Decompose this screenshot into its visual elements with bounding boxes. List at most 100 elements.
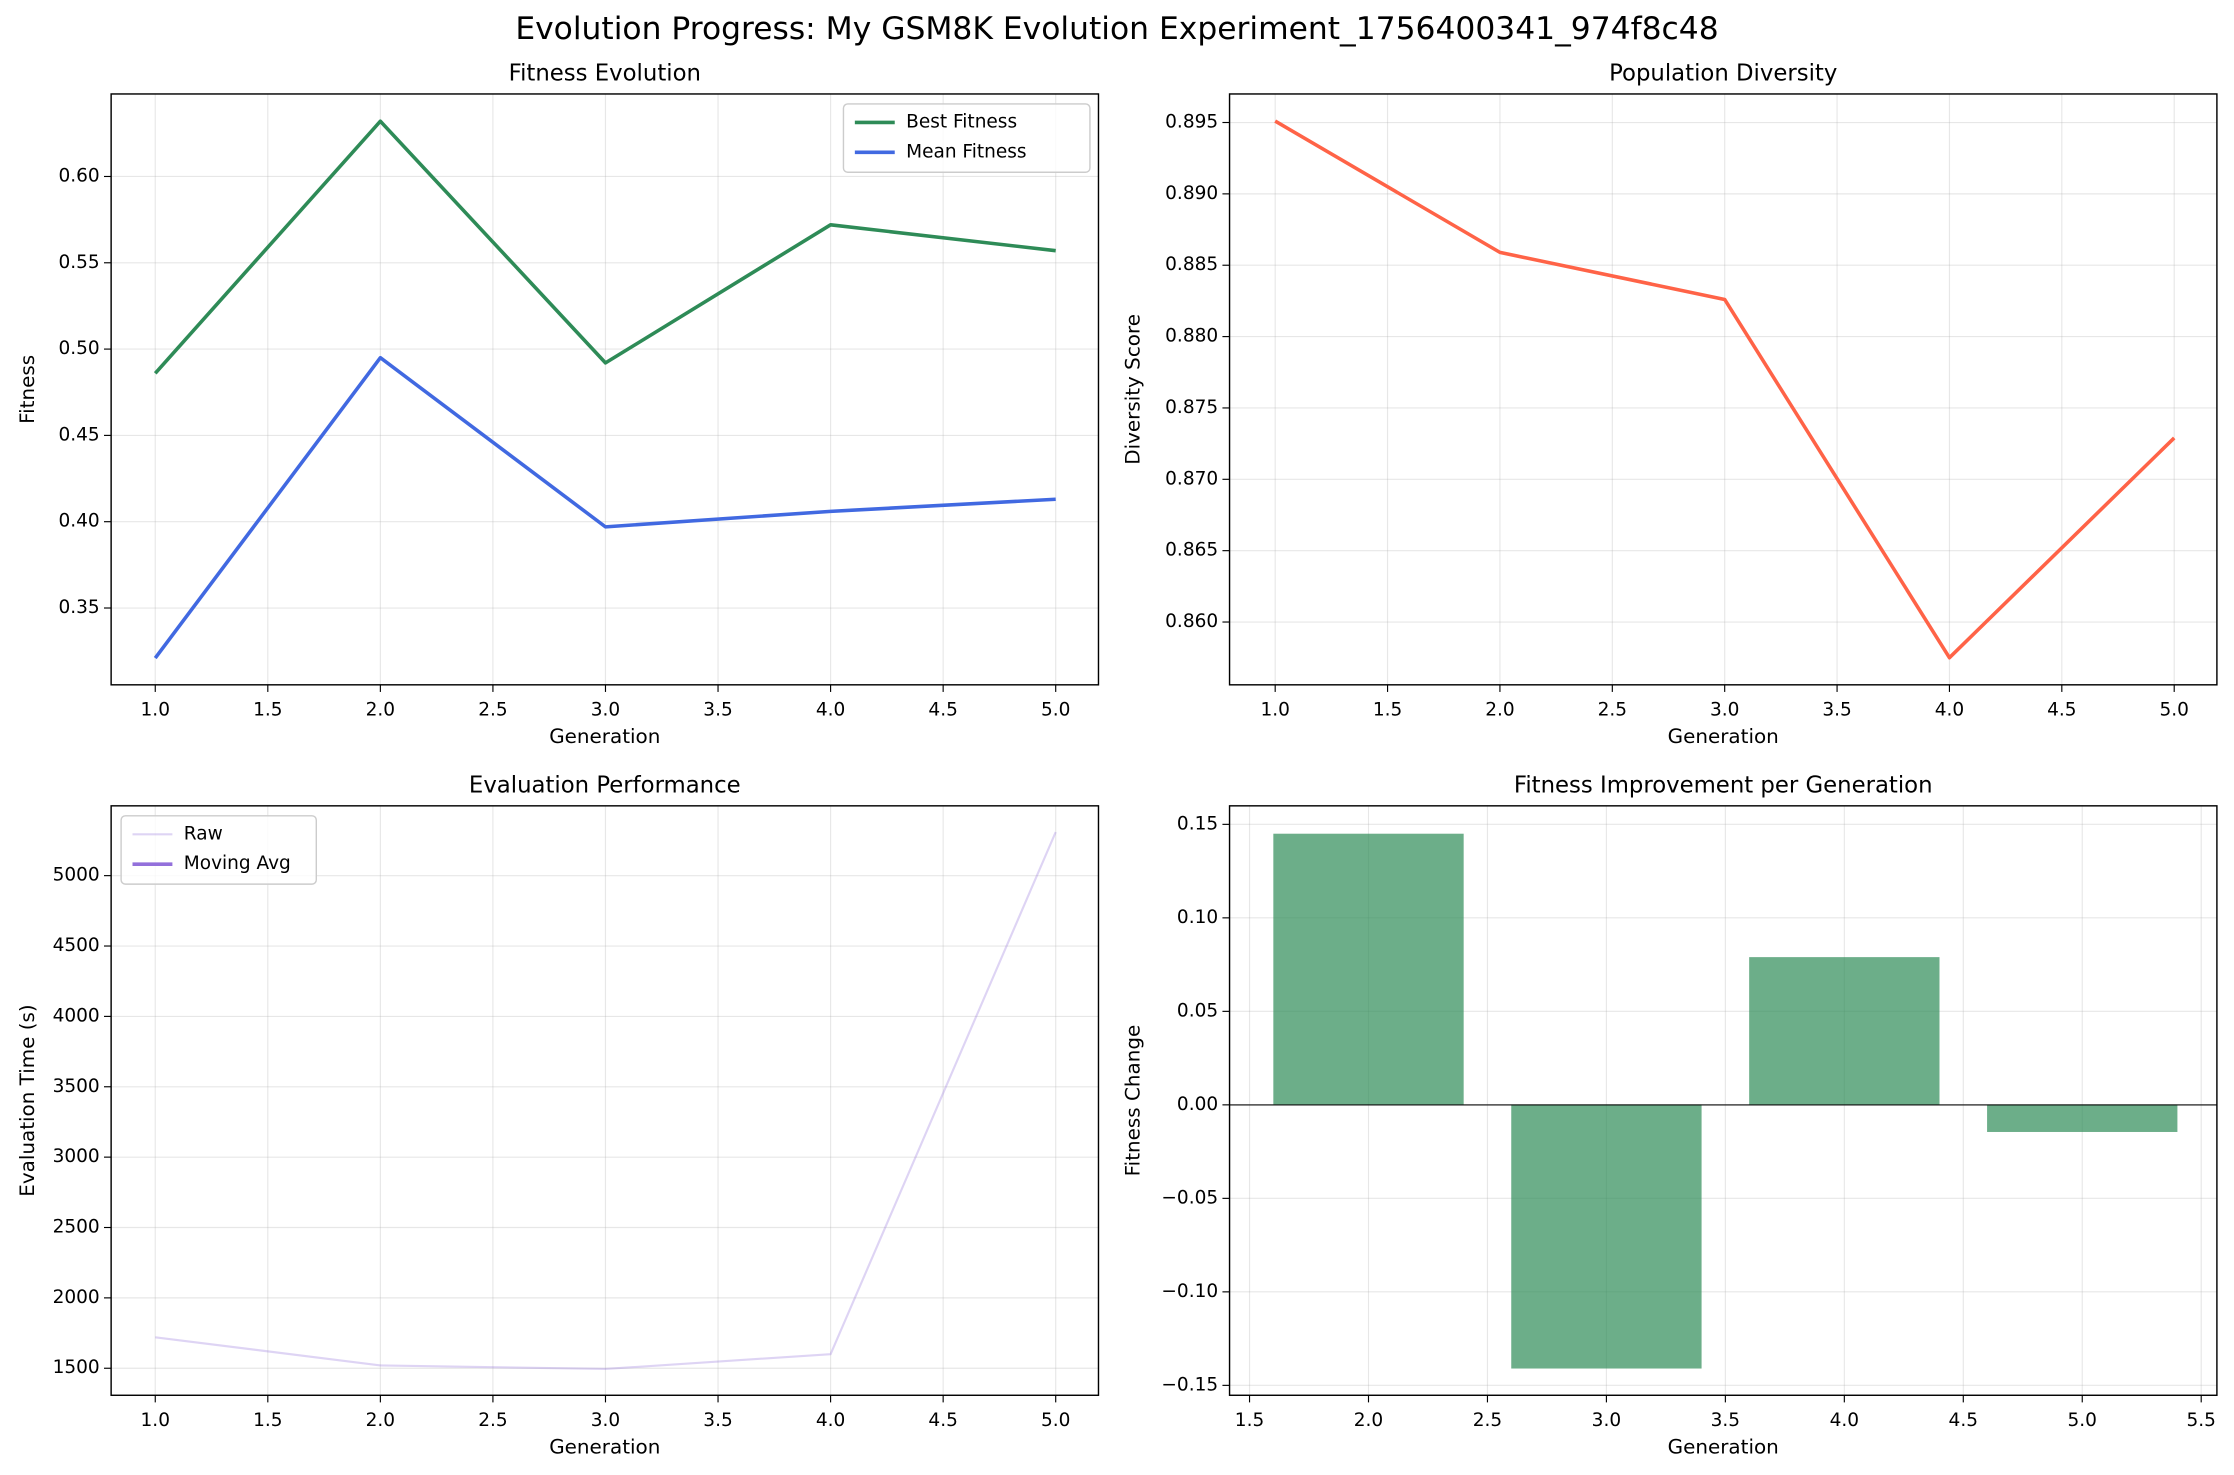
y-tick-label: 0.00 <box>1177 1094 1218 1115</box>
axes-frame <box>110 93 1100 686</box>
x-tick-label: 4.5 <box>2047 699 2076 720</box>
x-tick-label: 1.5 <box>253 699 282 720</box>
x-axis-label: Generation <box>549 1435 660 1458</box>
subplot: 1.5 2.0 2.5 3.0 3.5 4.0 4.5 5.0 5.5 −0.15 −0.10 −0.… <box>1122 772 2218 1458</box>
y-tick-label: 0.890 <box>1165 183 1218 204</box>
legend-label: Moving Avg <box>184 853 291 874</box>
legend-label: Mean Fitness <box>906 141 1026 162</box>
axes-frame <box>1228 805 2218 1396</box>
y-tick-label: 0.860 <box>1165 611 1218 632</box>
y-axis-label: Evaluation Time (s) <box>16 1004 39 1196</box>
y-tick-label: 5000 <box>53 865 100 886</box>
subplot: 1.0 1.5 2.0 2.5 3.0 3.5 4.0 4.5 5.0 1500 2000 2500 3… <box>16 772 1100 1458</box>
axes-frame <box>110 805 1100 1396</box>
x-tick-label: 4.0 <box>816 1410 845 1431</box>
x-tick-label: 5.0 <box>2068 1410 2097 1431</box>
x-tick-label: 2.5 <box>478 1410 507 1431</box>
y-tick-label: 3500 <box>53 1076 100 1097</box>
x-tick-label: 3.0 <box>1710 699 1739 720</box>
legend-frame <box>120 815 318 885</box>
subplot-title: Evaluation Performance <box>469 772 741 798</box>
axes-frame <box>1228 93 2218 686</box>
x-tick-label: 5.5 <box>2186 1410 2215 1431</box>
x-tick-label: 4.0 <box>816 699 845 720</box>
y-tick-label: 4000 <box>53 1005 100 1026</box>
y-tick-label: 0.60 <box>59 165 100 186</box>
y-tick-label: 0.895 <box>1165 112 1218 133</box>
subplot-title: Fitness Improvement per Generation <box>1514 772 1933 798</box>
y-tick-label: 0.55 <box>59 252 100 273</box>
x-tick-label: 2.0 <box>366 1410 395 1431</box>
x-tick-label: 5.0 <box>1041 699 1070 720</box>
x-tick-label: 1.5 <box>1235 1410 1264 1431</box>
x-tick-label: 1.0 <box>141 699 170 720</box>
y-tick-label: 0.40 <box>59 511 100 532</box>
x-tick-label: 2.0 <box>1485 699 1514 720</box>
x-tick-label: 5.0 <box>2159 699 2188 720</box>
y-tick-label: 2500 <box>53 1217 100 1238</box>
y-tick-label: −0.15 <box>1161 1374 1218 1395</box>
x-tick-label: 1.0 <box>141 1410 170 1431</box>
y-tick-label: 1500 <box>53 1357 100 1378</box>
line <box>1274 119 2176 660</box>
x-axis-label: Generation <box>1668 725 1779 748</box>
y-tick-label: 0.885 <box>1165 254 1218 275</box>
line <box>155 831 1057 1371</box>
x-tick-label: 2.0 <box>366 699 395 720</box>
bar <box>1749 957 1940 1105</box>
subplot-title: Population Diversity <box>1609 61 1837 87</box>
bar <box>1511 1104 1702 1369</box>
x-tick-label: 3.0 <box>591 699 620 720</box>
y-tick-label: 0.875 <box>1165 397 1218 418</box>
x-tick-label: 4.0 <box>1935 699 1964 720</box>
legend-frame <box>842 103 1091 173</box>
subplot-title: Fitness Evolution <box>509 61 701 87</box>
x-tick-label: 3.5 <box>1711 1410 1740 1431</box>
legend-label: Raw <box>184 823 223 844</box>
line <box>153 119 1056 375</box>
line <box>153 355 1056 660</box>
x-tick-label: 4.5 <box>928 699 957 720</box>
x-tick-label: 3.0 <box>1592 1410 1621 1431</box>
x-tick-label: 4.5 <box>928 1410 957 1431</box>
x-tick-label: 2.0 <box>1354 1410 1383 1431</box>
legend-label: Best Fitness <box>906 111 1017 132</box>
x-tick-label: 2.5 <box>478 699 507 720</box>
x-tick-label: 1.5 <box>1373 699 1402 720</box>
y-tick-label: 0.35 <box>59 597 100 618</box>
y-tick-label: −0.10 <box>1161 1281 1218 1302</box>
y-tick-label: 4500 <box>53 935 100 956</box>
y-tick-label: −0.05 <box>1161 1187 1218 1208</box>
x-axis-label: Generation <box>549 725 660 748</box>
y-tick-label: 2000 <box>53 1287 100 1308</box>
y-tick-label: 0.865 <box>1165 540 1218 561</box>
y-tick-label: 0.880 <box>1165 326 1218 347</box>
x-tick-label: 2.5 <box>1473 1410 1502 1431</box>
y-tick-label: 3000 <box>53 1146 100 1167</box>
x-tick-label: 3.5 <box>1822 699 1851 720</box>
y-tick-label: 0.45 <box>59 424 100 445</box>
x-tick-label: 4.0 <box>1830 1410 1859 1431</box>
y-tick-label: 0.870 <box>1165 468 1218 489</box>
y-axis-label: Fitness <box>16 355 39 424</box>
x-tick-label: 3.0 <box>591 1410 620 1431</box>
x-axis-label: Generation <box>1668 1435 1779 1458</box>
legend: Raw Moving Avg <box>120 815 318 885</box>
subplot: 1.0 1.5 2.0 2.5 3.0 3.5 4.0 4.5 5.0 0.860 0.865 0.8… <box>1122 61 2218 748</box>
x-tick-label: 2.5 <box>1598 699 1627 720</box>
x-tick-label: 1.5 <box>253 1410 282 1431</box>
y-tick-label: 0.15 <box>1177 813 1218 834</box>
bar <box>1273 833 1464 1105</box>
x-tick-label: 4.5 <box>1949 1410 1978 1431</box>
y-tick-label: 0.50 <box>59 338 100 359</box>
x-tick-label: 3.5 <box>703 699 732 720</box>
y-axis-label: Diversity Score <box>1122 314 1145 465</box>
subplot: 1.0 1.5 2.0 2.5 3.0 3.5 4.0 4.5 5.0 0.35 0.40 0.45 0… <box>16 61 1100 748</box>
x-tick-label: 5.0 <box>1041 1410 1070 1431</box>
x-tick-label: 1.0 <box>1260 699 1289 720</box>
y-axis-label: Fitness Change <box>1122 1025 1145 1177</box>
y-tick-label: 0.10 <box>1177 907 1218 928</box>
figure-title: Evolution Progress: My GSM8K Evolution E… <box>515 11 1718 47</box>
